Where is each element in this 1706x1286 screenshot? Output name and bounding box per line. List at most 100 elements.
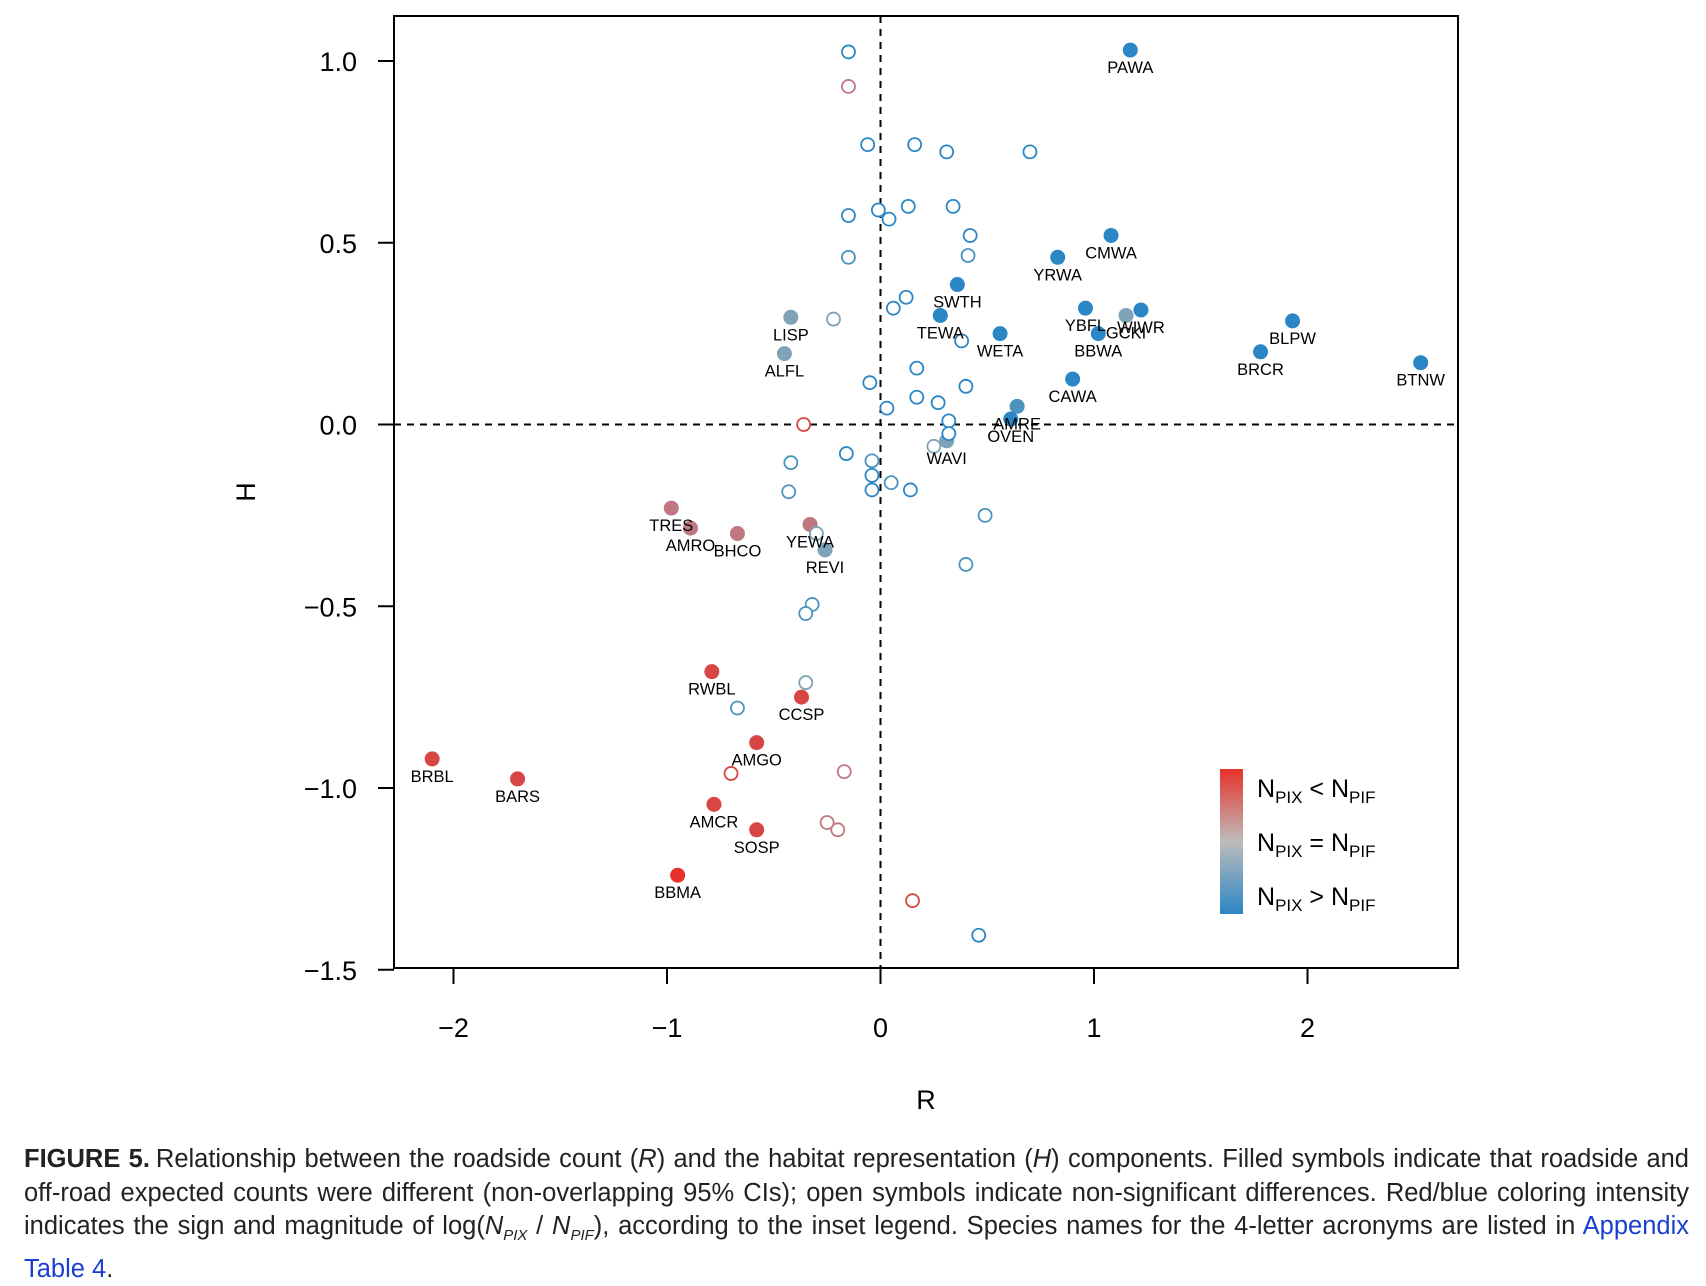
point-unlabeled — [836, 764, 852, 780]
label-amro: AMRO — [666, 537, 716, 555]
x-tick-label: 2 — [1300, 1013, 1315, 1043]
point-unlabeled — [941, 413, 957, 429]
point-unlabeled — [870, 202, 886, 218]
label-bars: BARS — [495, 788, 540, 806]
caption-n-symbol: N — [552, 1212, 571, 1240]
y-tick-label: −1.5 — [304, 956, 357, 986]
label-cmwa: CMWA — [1085, 244, 1137, 262]
point-unlabeled — [864, 453, 880, 469]
label-wiwr: WIWR — [1117, 319, 1165, 337]
point-unlabeled — [907, 137, 923, 153]
point-unlabeled — [841, 44, 856, 60]
figure-caption: FIGURE 5. Relationship between the roadsi… — [24, 1143, 1689, 1286]
point-gcki — [1118, 307, 1134, 323]
point-unlabeled — [864, 482, 880, 498]
caption-slash: / — [527, 1212, 553, 1240]
point-unlabeled — [960, 248, 976, 263]
point-unlabeled — [798, 675, 814, 690]
point-unlabeled — [838, 446, 854, 461]
point-ccsp — [794, 689, 810, 705]
point-btnw — [1413, 355, 1429, 371]
point-unlabeled — [905, 893, 920, 909]
point-unlabeled — [958, 557, 974, 572]
y-tick-label: 0.5 — [319, 229, 357, 259]
label-rwbl: RWBL — [688, 681, 735, 699]
y-tick-label: 1.0 — [319, 47, 357, 77]
point-alfl — [776, 346, 792, 362]
point-unlabeled — [926, 438, 942, 454]
label-bbma: BBMA — [654, 884, 701, 902]
point-unlabeled — [723, 766, 739, 781]
label-wavi: WAVI — [927, 450, 967, 468]
label-tres: TRES — [649, 517, 693, 535]
point-revi — [817, 542, 833, 558]
caption-h-symbol: H — [1032, 1145, 1052, 1173]
appendix-table-link[interactable]: Appendix Table 4 — [24, 1212, 1689, 1283]
label-amcr: AMCR — [690, 813, 739, 831]
label-revi: REVI — [806, 559, 845, 577]
point-unlabeled — [841, 79, 856, 94]
point-cmwa — [1103, 227, 1119, 243]
label-swth: SWTH — [933, 294, 982, 312]
point-wiwr — [1133, 302, 1149, 318]
point-amre — [1009, 398, 1025, 414]
point-unlabeled — [939, 144, 955, 160]
x-tick-label: 0 — [873, 1013, 888, 1043]
x-tick-label: −2 — [438, 1013, 469, 1043]
point-unlabeled — [864, 467, 880, 483]
caption-text: . — [106, 1254, 114, 1283]
point-amro — [682, 520, 698, 536]
point-swth — [949, 277, 965, 293]
caption-n-subscript: PIX — [503, 1227, 528, 1245]
label-pawa: PAWA — [1107, 59, 1153, 77]
label-gcki: GCKI — [1106, 324, 1146, 342]
point-ybfl — [1077, 300, 1093, 316]
point-sosp — [749, 822, 765, 838]
x-axis: −2 −1 0 1 2 — [438, 968, 1315, 1043]
point-unlabeled — [809, 526, 824, 541]
point-unlabeled — [930, 395, 946, 411]
point-unlabeled — [1022, 144, 1038, 160]
point-brcr — [1253, 344, 1269, 360]
point-unlabeled — [909, 360, 925, 376]
label-alfl: ALFL — [765, 363, 804, 381]
legend: NPIX < NPIF NPIX = NPIF NPIX > NPIF — [1220, 769, 1375, 915]
caption-text: ) and the habitat representation ( — [656, 1145, 1033, 1173]
points-layer — [424, 42, 1429, 943]
point-tewa — [932, 307, 948, 323]
label-yrwa: YRWA — [1033, 266, 1082, 284]
label-amgo: AMGO — [731, 752, 782, 770]
y-tick-label: 0.0 — [319, 411, 357, 441]
point-pawa — [1122, 42, 1138, 58]
point-bars — [510, 771, 526, 787]
caption-text: ), according to the inset legend. Specie… — [593, 1212, 1583, 1240]
point-unlabeled — [900, 198, 916, 214]
y-tick-label: −1.0 — [304, 774, 357, 804]
point-lisp — [783, 309, 799, 325]
label-brcr: BRCR — [1237, 361, 1284, 379]
reference-lines — [394, 16, 1458, 968]
point-unlabeled — [962, 228, 978, 243]
caption-n-symbol: N — [484, 1212, 504, 1240]
label-lisp: LISP — [773, 326, 809, 344]
label-btnw: BTNW — [1396, 372, 1445, 390]
point-amcr — [706, 796, 722, 812]
label-sosp: SOSP — [734, 839, 780, 857]
point-unlabeled — [898, 289, 914, 305]
point-tres — [663, 500, 679, 516]
label-bhco: BHCO — [714, 543, 762, 561]
point-unlabeled — [826, 311, 841, 327]
point-unlabeled — [941, 426, 957, 441]
point-unlabeled — [841, 249, 856, 265]
legend-entry: NPIX > NPIF — [1257, 883, 1375, 915]
point-weta — [992, 326, 1008, 342]
point-unlabeled — [883, 475, 899, 491]
x-tick-label: 1 — [1086, 1013, 1101, 1043]
label-brbl: BRBL — [411, 768, 454, 786]
scatter-chart: −2 −1 0 1 2 1.0 0.5 0.0 −0.5 −1.0 −1.5 PAWA CMWAYR… — [231, 15, 1459, 1115]
y-tick-label: −0.5 — [304, 592, 357, 622]
point-unlabeled — [909, 389, 925, 405]
label-bbwa: BBWA — [1074, 343, 1122, 361]
point-brbl — [424, 751, 440, 767]
